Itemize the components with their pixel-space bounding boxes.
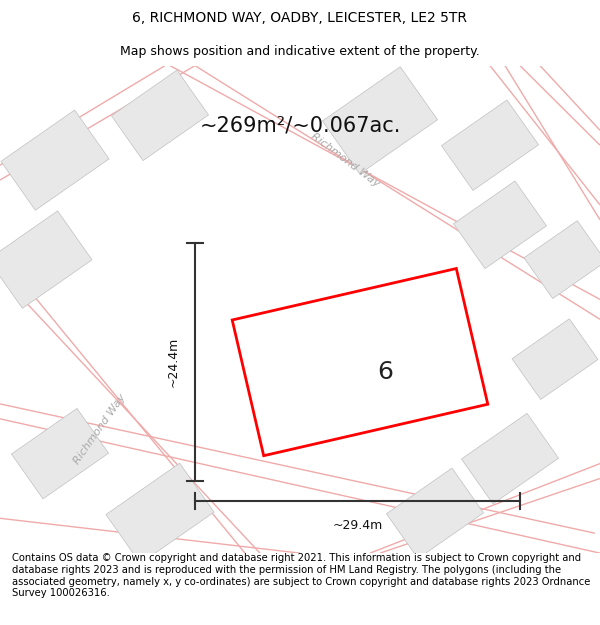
Polygon shape [1, 110, 109, 210]
Text: ~29.4m: ~29.4m [332, 519, 383, 532]
Polygon shape [461, 413, 559, 504]
Polygon shape [512, 319, 598, 399]
Text: 6, RICHMOND WAY, OADBY, LEICESTER, LE2 5TR: 6, RICHMOND WAY, OADBY, LEICESTER, LE2 5… [133, 11, 467, 26]
Polygon shape [112, 70, 209, 161]
Text: Contains OS data © Crown copyright and database right 2021. This information is : Contains OS data © Crown copyright and d… [12, 553, 590, 598]
Text: ~269m²/~0.067ac.: ~269m²/~0.067ac. [199, 116, 401, 136]
Polygon shape [11, 408, 109, 499]
Polygon shape [442, 100, 539, 191]
Text: Richmond Way: Richmond Way [72, 392, 128, 466]
Polygon shape [322, 67, 437, 174]
Polygon shape [232, 269, 488, 456]
Polygon shape [524, 221, 600, 299]
Polygon shape [0, 211, 92, 308]
Text: 6: 6 [377, 360, 393, 384]
Polygon shape [106, 463, 214, 564]
Text: ~24.4m: ~24.4m [167, 337, 180, 388]
Text: Richmond Way: Richmond Way [309, 131, 381, 189]
Polygon shape [386, 468, 484, 559]
Polygon shape [454, 181, 547, 269]
Text: Map shows position and indicative extent of the property.: Map shows position and indicative extent… [120, 45, 480, 58]
